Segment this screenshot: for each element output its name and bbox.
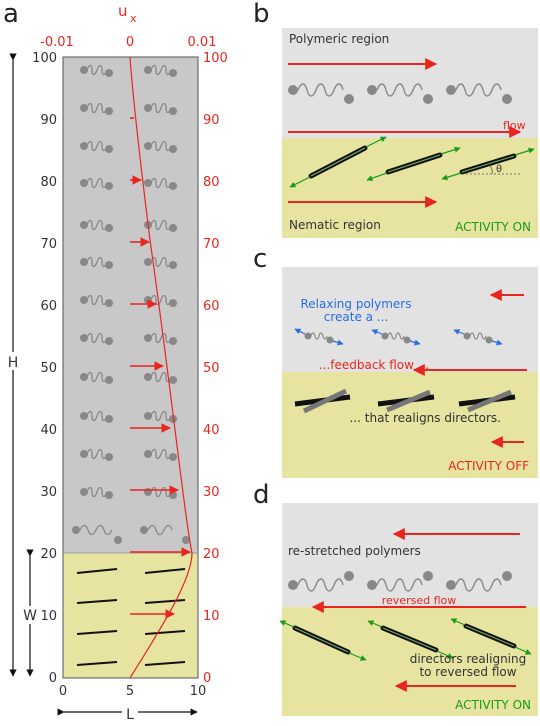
- stretched-polymer: [72, 524, 122, 544]
- director-segment: [76, 599, 118, 604]
- velocity-profile-curve: [129, 56, 193, 679]
- realigning-active-director: [450, 618, 532, 655]
- top-axis-title: u: [118, 2, 128, 20]
- left-tick-label: 100: [32, 51, 57, 66]
- nematic-region-d: [282, 607, 538, 716]
- left-tick-label: 80: [40, 175, 57, 190]
- panel-b-label: b: [253, 0, 270, 29]
- right-tick-label: 40: [203, 423, 220, 438]
- polymeric-region-b: [282, 28, 538, 138]
- left-tick-label: 70: [40, 237, 57, 252]
- active-director: [366, 146, 461, 182]
- left-tick-label: 40: [40, 423, 57, 438]
- left-tick-label: 60: [40, 299, 57, 314]
- directors-text-line2: to reversed flow: [419, 665, 516, 679]
- director-segment: [76, 661, 118, 666]
- polymeric-region-c: [282, 267, 538, 372]
- restretched-label: re-stretched polymers: [288, 544, 421, 558]
- relaxing-polymer: [371, 329, 421, 346]
- director-segment: [76, 630, 118, 635]
- relaxing-polymer: [453, 329, 503, 346]
- nematic-region-c: [282, 372, 538, 478]
- top-axis-subscript: x: [130, 12, 137, 25]
- director-segments: [76, 568, 186, 666]
- angle-arc: [489, 165, 493, 175]
- director-segment: [144, 661, 186, 666]
- realigning-director: [294, 388, 351, 414]
- left-tick-label: 0: [49, 671, 57, 686]
- nematic-region-b: [282, 138, 538, 238]
- flow-label: flow: [503, 119, 526, 132]
- panel-c-label: c: [253, 244, 267, 274]
- length-label-bg: [122, 703, 138, 721]
- bottom-tick-label: 0: [59, 684, 67, 699]
- active-director: [441, 147, 535, 181]
- panel-b: b Polymeric region flow: [253, 0, 538, 238]
- directors-text-line1: directors realigning: [410, 652, 527, 666]
- feedback-flow-label: ...feedback flow ...: [319, 358, 429, 372]
- activity-off-label: ACTIVITY OFF: [448, 459, 529, 473]
- realigning-active-director: [367, 620, 454, 659]
- height-label: H: [8, 355, 19, 371]
- reversed-flow-label: reversed flow: [382, 594, 456, 607]
- activity-on-label: ACTIVITY ON: [455, 220, 531, 234]
- stretched-polymer: [367, 83, 433, 104]
- right-tick-label: 20: [203, 547, 220, 562]
- active-director: [289, 136, 387, 188]
- top-tick-label: -0.01: [40, 35, 74, 50]
- right-tick-label: 70: [203, 237, 220, 252]
- stretched-polymer: [446, 83, 512, 104]
- activity-on-label-d: ACTIVITY ON: [455, 698, 531, 712]
- restretched-polymer: [288, 571, 354, 592]
- left-tick-label: 10: [40, 609, 57, 624]
- nematic-region: [63, 553, 198, 678]
- right-tick-label: 60: [203, 299, 220, 314]
- panel-d: d re-stretched polymers reversed flow: [253, 480, 538, 716]
- polymeric-region: [63, 57, 198, 553]
- left-tick-label: 30: [40, 485, 57, 500]
- length-label: L: [126, 707, 134, 723]
- realigning-director: [377, 389, 435, 413]
- panel-c: c Relaxing polymers create a ...: [253, 244, 538, 478]
- panel-d-label: d: [253, 480, 270, 510]
- right-tick-label: 10: [203, 609, 220, 624]
- director-segment: [144, 568, 186, 574]
- left-tick-label: 90: [40, 113, 57, 128]
- stretched-polymer: [140, 524, 190, 544]
- left-tick-label: 50: [40, 361, 57, 376]
- director-segment: [144, 599, 186, 604]
- polymeric-label: Polymeric region: [289, 32, 389, 46]
- right-tick-label: 0: [203, 671, 211, 686]
- right-tick-label: 80: [203, 175, 220, 190]
- relaxing-polymer: [294, 328, 344, 346]
- top-tick-label: 0: [126, 35, 134, 50]
- director-segment: [76, 568, 118, 574]
- realigning-director: [458, 389, 516, 413]
- width-label-bg: [22, 606, 38, 624]
- theta-label: θ: [496, 164, 502, 175]
- left-tick-label: 20: [40, 547, 57, 562]
- realigning-active-director: [279, 620, 367, 661]
- restretched-polymer: [446, 571, 512, 592]
- panel-a: a u x -0.01 0 0.01 100 90 80 70 60 50 40…: [3, 0, 228, 723]
- director-segment: [144, 630, 186, 635]
- top-tick-label: 0.01: [188, 35, 217, 50]
- width-label: W: [23, 608, 37, 624]
- right-tick-label: 90: [203, 113, 220, 128]
- right-tick-label: 30: [203, 485, 220, 500]
- relaxing-text-line1: Relaxing polymers: [301, 297, 412, 311]
- bottom-tick-label: 10: [190, 684, 207, 699]
- bottom-tick-label: 5: [126, 684, 134, 699]
- realign-text: ... that realigns directors.: [350, 411, 501, 425]
- stretched-polymer: [288, 83, 354, 104]
- right-tick-label: 100: [203, 51, 228, 66]
- panel-a-label: a: [3, 0, 19, 29]
- restretched-polymer: [367, 571, 433, 592]
- velocity-arrows: [130, 117, 191, 619]
- nematic-label: Nematic region: [289, 218, 381, 232]
- height-label-bg: [5, 352, 21, 370]
- right-tick-label: 50: [203, 361, 220, 376]
- relaxing-text-line2: create a ...: [324, 310, 389, 324]
